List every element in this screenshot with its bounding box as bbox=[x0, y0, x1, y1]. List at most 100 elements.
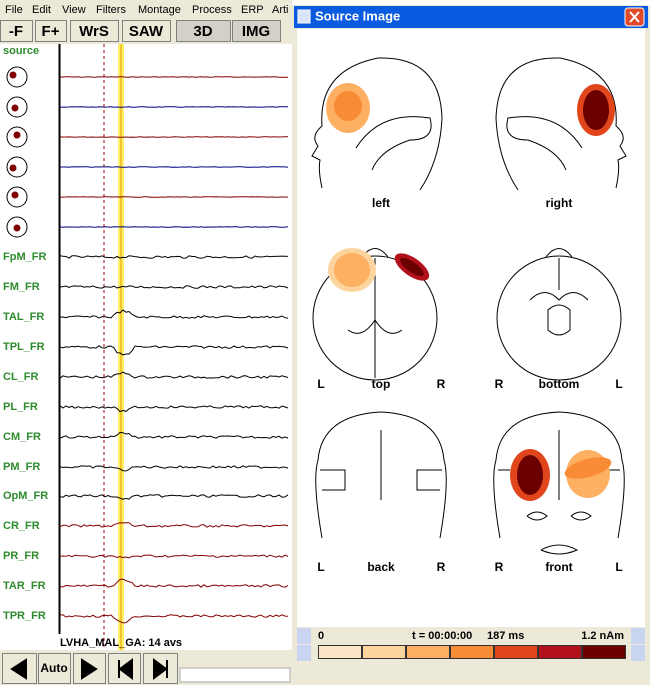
menu-item[interactable]: Edit bbox=[32, 4, 51, 16]
source-dot bbox=[13, 224, 21, 232]
channel-label: PM_FR bbox=[3, 461, 40, 473]
main-bg bbox=[0, 0, 292, 685]
nav-button[interactable] bbox=[38, 653, 71, 684]
menu-item[interactable]: Filters bbox=[96, 4, 126, 16]
nav-auto: Auto bbox=[40, 661, 67, 675]
signal-trace bbox=[60, 76, 288, 78]
side-marker: L bbox=[615, 377, 622, 391]
source-head-icon bbox=[6, 66, 28, 88]
head-drawings bbox=[311, 57, 627, 555]
signal-trace bbox=[59, 285, 289, 289]
toolbar-button[interactable] bbox=[35, 20, 67, 42]
side-marker: L bbox=[317, 377, 324, 391]
head-outline bbox=[311, 57, 443, 191]
side-marker: L bbox=[317, 560, 324, 574]
toolbar-button-label: 3D bbox=[193, 23, 212, 40]
channel-label: TAL_FR bbox=[3, 311, 44, 323]
toolbar-button-label: SAW bbox=[129, 23, 164, 40]
menu-item[interactable]: ERP bbox=[241, 4, 264, 16]
colorbar-max: 1.2 nAm bbox=[581, 630, 624, 642]
brain-fissure bbox=[506, 116, 583, 171]
source-blob bbox=[583, 90, 609, 130]
menu-bar bbox=[0, 0, 292, 19]
side-marker: R bbox=[495, 377, 504, 391]
source-dot bbox=[9, 71, 17, 79]
scroll-down-right[interactable] bbox=[631, 645, 645, 661]
source-blob bbox=[334, 253, 370, 287]
colorbar-swatch bbox=[406, 645, 450, 659]
colorbar-swatch bbox=[538, 645, 582, 659]
nav-icons bbox=[10, 658, 168, 680]
view-label: bottom bbox=[539, 377, 580, 391]
toolbar-button[interactable] bbox=[122, 20, 171, 42]
toolbar-button-label: -F bbox=[9, 23, 23, 40]
colorbar-latency: 187 ms bbox=[487, 630, 524, 642]
toolbar-button[interactable] bbox=[70, 20, 119, 42]
toolbar-button[interactable] bbox=[176, 20, 231, 42]
signal-trace bbox=[59, 578, 289, 588]
channel-label: OpM_FR bbox=[3, 490, 48, 502]
signal-trace bbox=[59, 255, 289, 259]
channel-label: TPR_FR bbox=[3, 610, 46, 622]
menu-item[interactable]: View bbox=[62, 4, 86, 16]
source-dot bbox=[9, 164, 17, 172]
source-dot bbox=[13, 131, 21, 139]
colorbar-swatch bbox=[362, 645, 406, 659]
source-blob bbox=[400, 257, 424, 277]
channel-label: CR_FR bbox=[3, 520, 40, 532]
signal-trace bbox=[59, 166, 289, 168]
window-icon bbox=[297, 9, 311, 24]
channel-label: FpM_FR bbox=[3, 251, 46, 263]
toolbar-button[interactable] bbox=[0, 20, 33, 42]
view-label: back bbox=[367, 560, 395, 574]
head-outline bbox=[493, 411, 625, 539]
channel-label: CL_FR bbox=[3, 371, 39, 383]
side-marker: R bbox=[437, 560, 446, 574]
side-marker: R bbox=[437, 377, 446, 391]
scroll-up[interactable] bbox=[297, 628, 311, 644]
head-outline bbox=[312, 255, 438, 381]
head-outline bbox=[495, 57, 627, 191]
source-blob bbox=[517, 455, 543, 495]
menu-item[interactable]: Montage bbox=[138, 4, 181, 16]
signal-trace bbox=[59, 554, 289, 559]
scroll-up-right[interactable] bbox=[631, 628, 645, 644]
close-icon bbox=[629, 11, 640, 23]
slider-track bbox=[179, 667, 291, 683]
toolbar-button-label: F+ bbox=[42, 23, 60, 40]
toolbar-button[interactable] bbox=[232, 20, 281, 42]
channel-label: PR_FR bbox=[3, 550, 39, 562]
view-label: right bbox=[546, 196, 573, 210]
scroll-down[interactable] bbox=[297, 645, 311, 661]
side-marker: L bbox=[615, 560, 622, 574]
signal-trace bbox=[59, 494, 289, 500]
channel-label: CM_FR bbox=[3, 431, 41, 443]
signal-trace bbox=[59, 136, 288, 138]
signal-trace bbox=[59, 106, 289, 108]
signal-trace bbox=[59, 345, 289, 356]
signal-trace bbox=[59, 405, 289, 413]
window-titlebar bbox=[294, 6, 648, 28]
menu-item[interactable]: File bbox=[5, 4, 23, 16]
channel-label: PL_FR bbox=[3, 401, 38, 413]
signal-trace bbox=[59, 226, 289, 228]
source-label: source bbox=[3, 45, 39, 57]
signal-trace bbox=[59, 309, 289, 319]
head-outline bbox=[496, 255, 622, 381]
brain-fissure bbox=[529, 248, 589, 336]
colorbar-time: t = 00:00:00 bbox=[412, 630, 472, 642]
channel-label: TAR_FR bbox=[3, 580, 46, 592]
menu-item[interactable]: Arti bbox=[272, 4, 289, 16]
colorbar-swatch bbox=[450, 645, 494, 659]
source-head-icon bbox=[6, 156, 28, 178]
menu-item[interactable]: Process bbox=[192, 4, 232, 16]
side-marker: R bbox=[495, 560, 504, 574]
channel-label: TPL_FR bbox=[3, 341, 45, 353]
signal-trace bbox=[59, 465, 289, 472]
signal-trace bbox=[59, 371, 289, 379]
source-dot bbox=[11, 104, 19, 112]
head-outline bbox=[315, 411, 447, 539]
source-dot bbox=[11, 191, 19, 199]
